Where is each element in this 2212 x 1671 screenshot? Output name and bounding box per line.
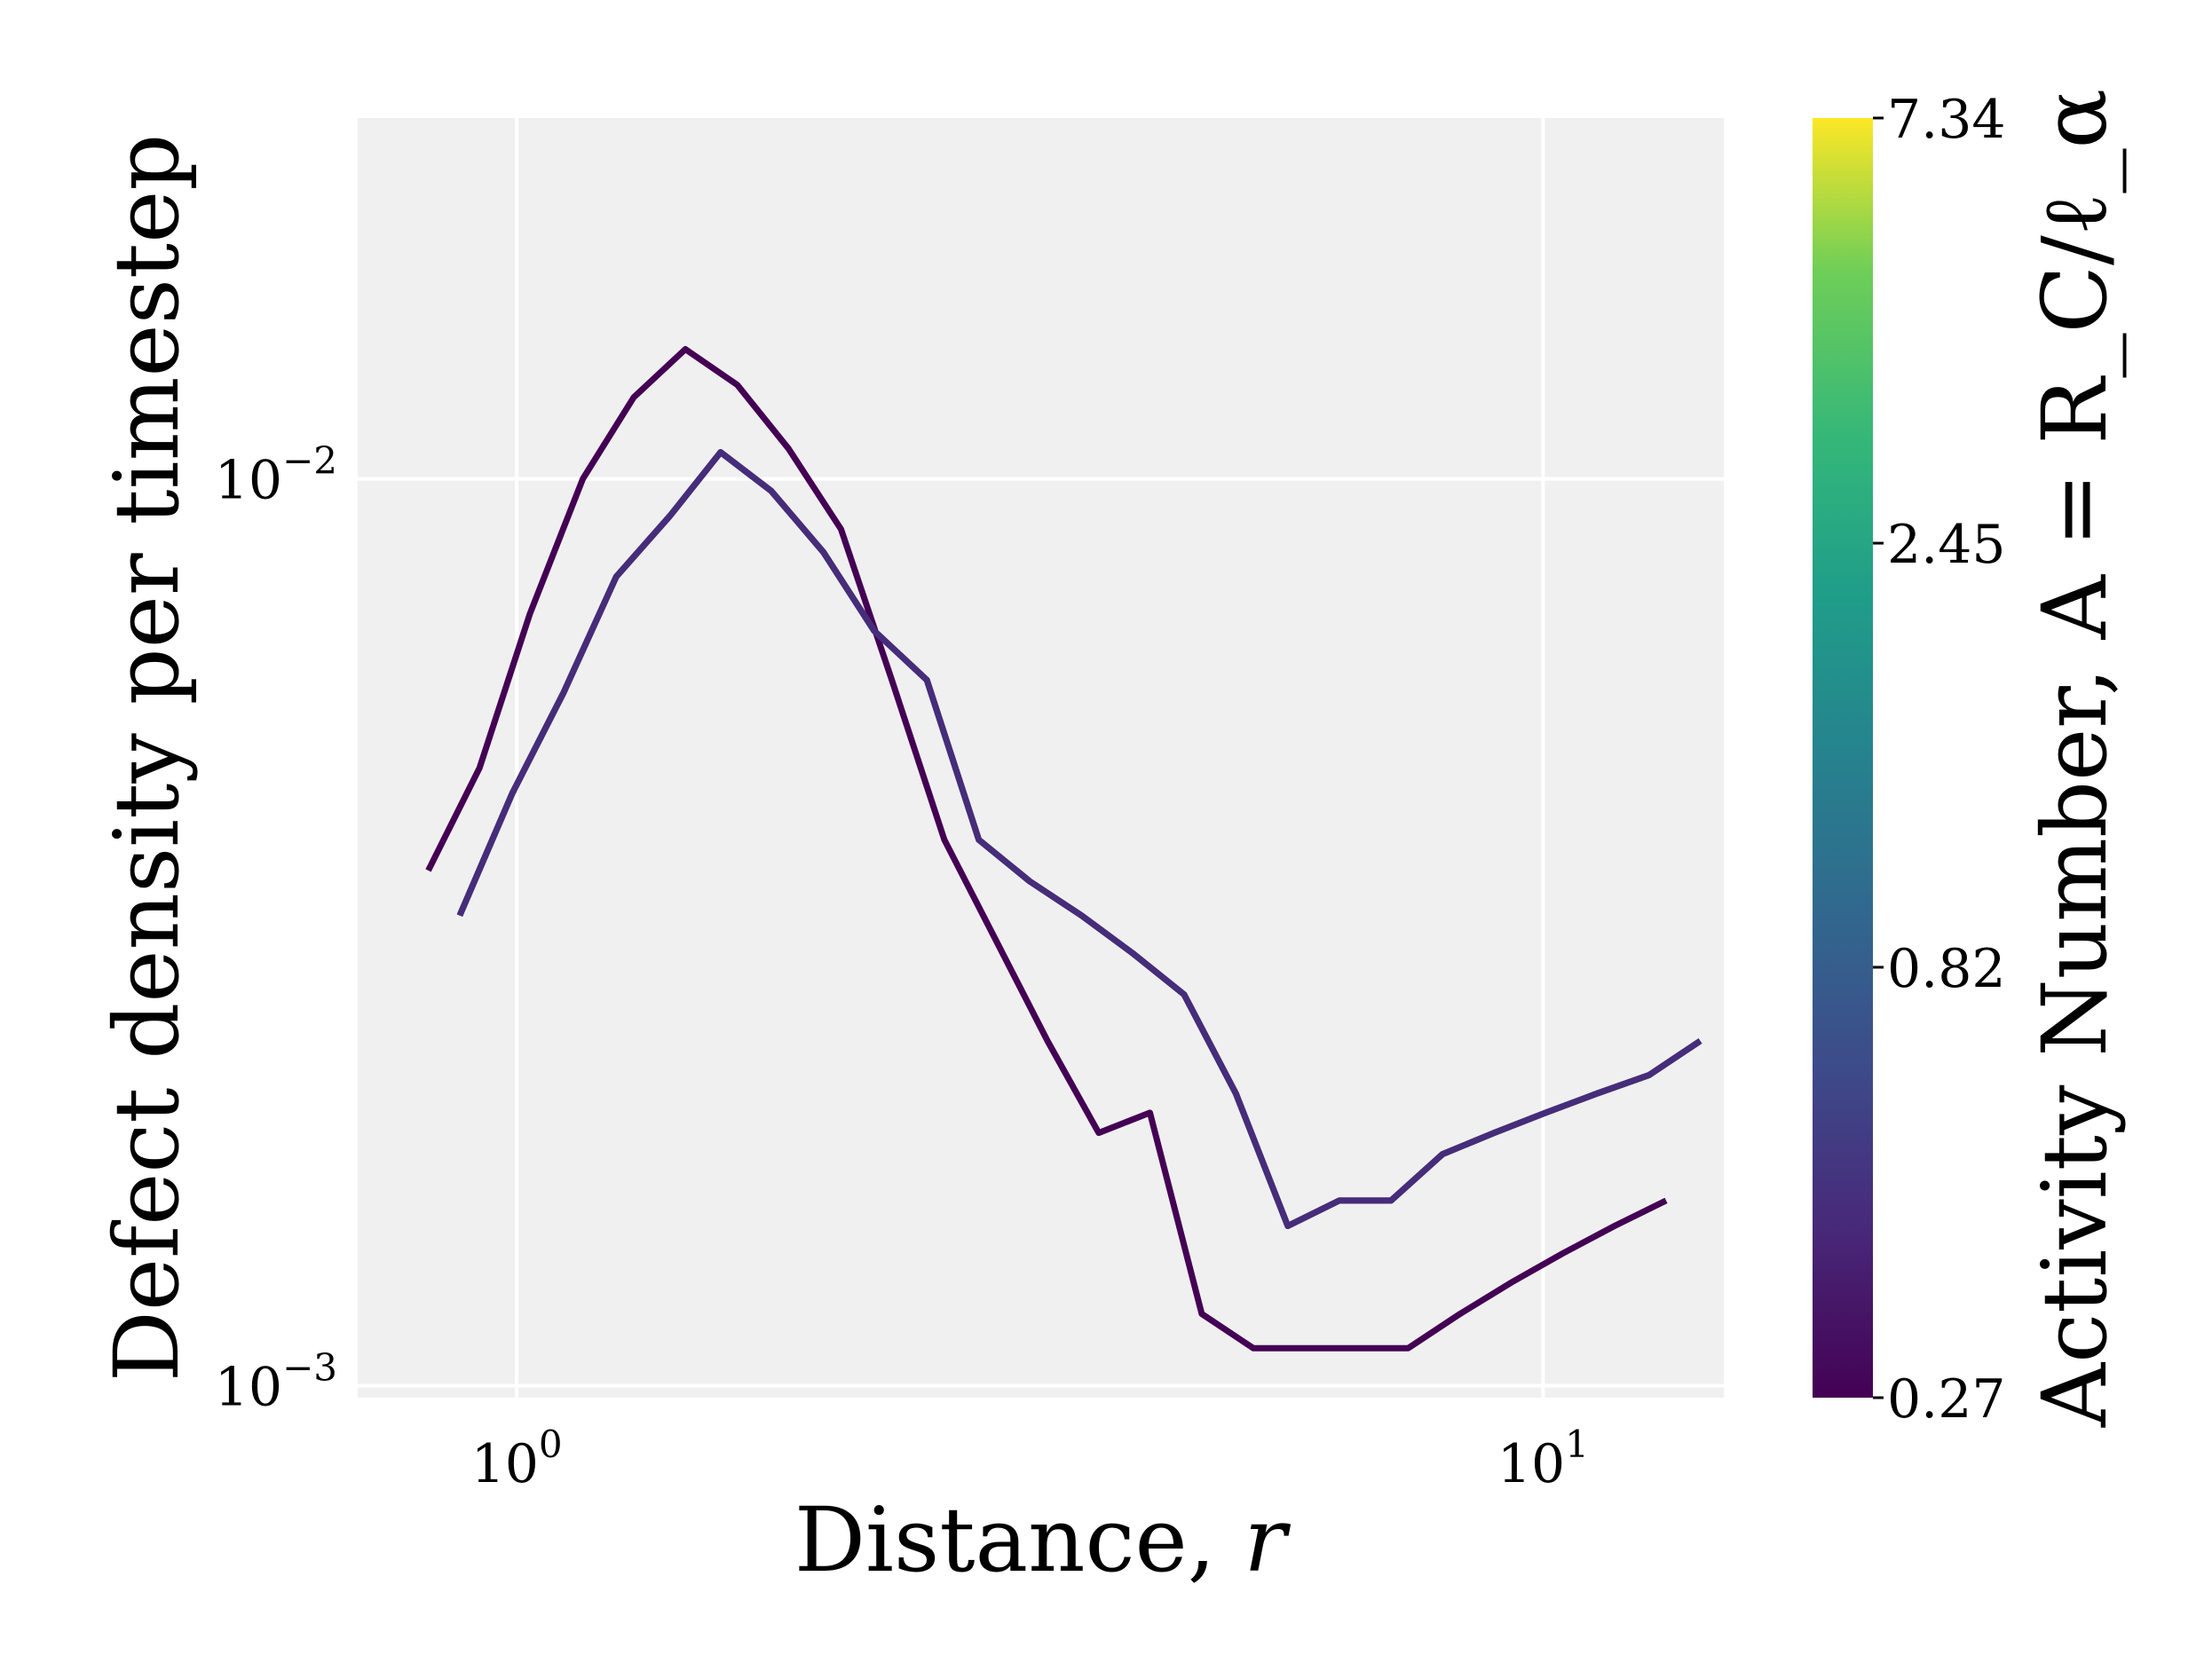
y-axis-label: Defect density per timestep: [95, 134, 199, 1383]
colorbar: [1813, 118, 1873, 1398]
y-tick-labels: 10−3 10−2: [215, 439, 337, 1419]
x-tick-label: 100: [471, 1423, 563, 1495]
y-tick-label: 10−2: [215, 439, 337, 512]
colorbar-tick-label: 0.27: [1887, 1368, 2006, 1431]
colorbar-tick-label: 0.82: [1887, 938, 2006, 1000]
colorbar-tick-labels: 7.34 2.45 0.82 0.27: [1873, 89, 2006, 1431]
series-line: [456, 449, 1702, 1229]
colorbar-tick-label: 7.34: [1887, 89, 2006, 151]
x-axis-label: Distance, r: [794, 1488, 1291, 1592]
series-lines: [425, 346, 1702, 1352]
colorbar-label: Activity Number, A = R_C/ℓ_α: [2023, 89, 2127, 1428]
x-tick-labels: 100 101: [471, 1423, 1589, 1495]
plot-background: [358, 118, 1724, 1398]
colorbar-tick-label: 2.45: [1887, 514, 2006, 576]
series-line: [425, 346, 1668, 1352]
y-tick-label: 10−3: [215, 1345, 337, 1418]
x-tick-label: 101: [1497, 1423, 1589, 1495]
